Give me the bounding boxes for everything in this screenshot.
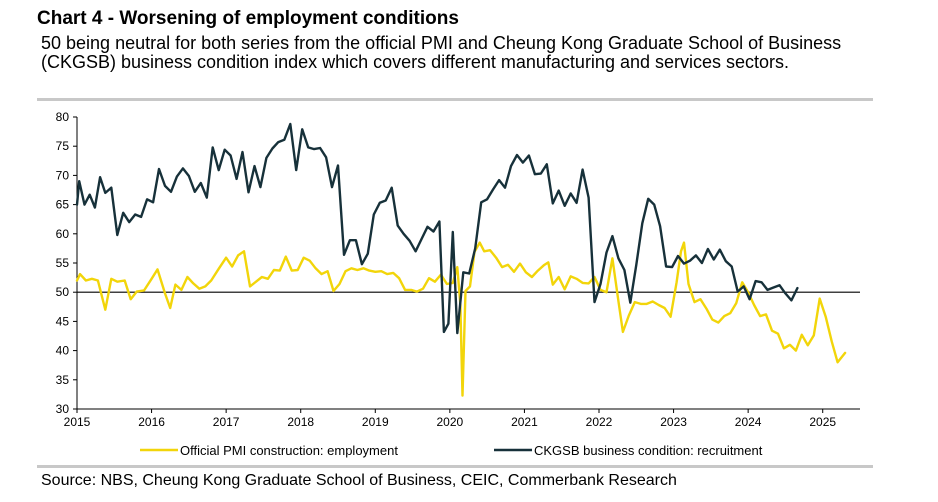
chart-subtitle: 50 being neutral for both series from th… [41, 33, 842, 72]
chart-title: Chart 4 - Worsening of employment condit… [37, 8, 459, 29]
y-tick-label: 50 [56, 285, 70, 299]
source-note: Source: NBS, Cheung Kong Graduate School… [41, 472, 677, 489]
y-tick-label: 30 [56, 402, 70, 416]
x-tick-label: 2015 [64, 415, 91, 429]
y-tick-label: 55 [56, 256, 70, 270]
x-tick-label: 2020 [437, 415, 464, 429]
x-tick-label: 2022 [586, 415, 613, 429]
top-divider [37, 98, 873, 101]
y-tick-label: 80 [56, 110, 70, 124]
y-tick-label: 45 [56, 314, 70, 328]
x-tick-label: 2025 [809, 415, 836, 429]
chart-series [75, 122, 847, 397]
series-line-ckgsb-recruitment [75, 122, 799, 335]
x-tick-label: 2019 [362, 415, 389, 429]
x-tick-label: 2021 [511, 415, 538, 429]
y-tick-label: 75 [56, 139, 70, 153]
x-tick-label: 2016 [138, 415, 165, 429]
y-tick-label: 65 [56, 198, 70, 212]
x-tick-label: 2017 [213, 415, 240, 429]
y-tick-label: 40 [56, 344, 70, 358]
bottom-divider [37, 465, 873, 468]
series-line-pmi-construction-employment [75, 241, 847, 397]
x-tick-label: 2018 [287, 415, 314, 429]
y-tick-label: 60 [56, 227, 70, 241]
legend-label-ckgsb: CKGSB business condition: recruitment [534, 443, 763, 458]
legend-label-pmi: Official PMI construction: employment [180, 443, 398, 458]
y-tick-label: 35 [56, 373, 70, 387]
chart-axes: 30 35 40 45 50 55 60 65 70 75 80 2015 2016 2017 2018 20… [56, 110, 860, 429]
x-tick-label: 2023 [660, 415, 687, 429]
x-tick-label: 2024 [735, 415, 762, 429]
chart-legend: Official PMI construction: employment CKG… [140, 443, 763, 458]
y-tick-label: 70 [56, 168, 70, 182]
